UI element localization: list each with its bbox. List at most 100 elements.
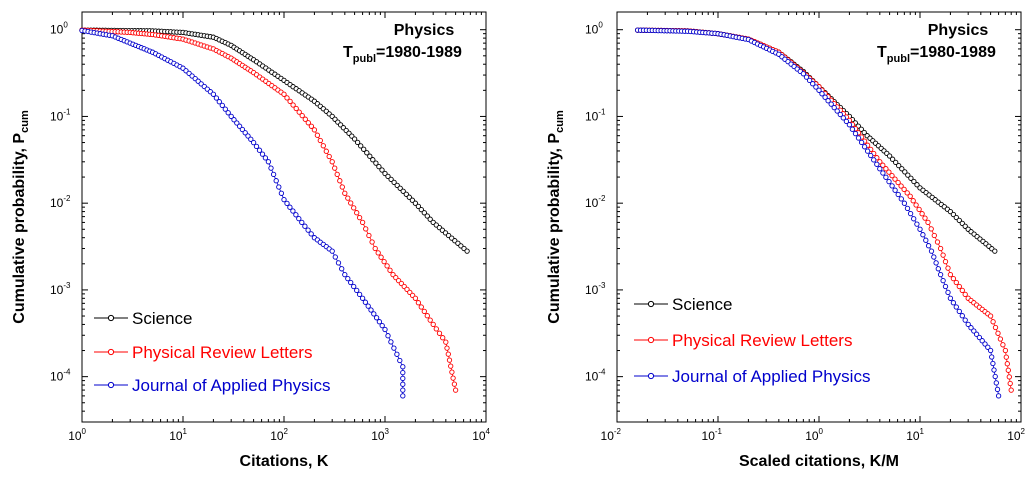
data-point [925, 219, 931, 226]
legend-marker [107, 348, 115, 356]
x-tick-labels: 100 101 102 103 104 [68, 427, 490, 443]
data-point [219, 102, 225, 109]
data-point [287, 204, 293, 210]
x-axis-title: Scaled citations, K/M [739, 453, 899, 470]
data-point [877, 166, 883, 172]
x-tick-label: 100 [805, 427, 823, 443]
data-point [822, 94, 828, 100]
data-point [400, 393, 406, 399]
data-point [893, 159, 899, 166]
data-point [871, 157, 877, 163]
data-point [373, 160, 379, 166]
data-point [971, 328, 977, 334]
data-point [308, 123, 315, 129]
data-point [895, 179, 901, 186]
legend-label: Physical Review Letters [132, 343, 312, 362]
data-point [296, 215, 302, 222]
data-point [400, 375, 406, 382]
data-point [388, 176, 394, 183]
data-point [351, 283, 357, 290]
data-point [995, 330, 1001, 336]
data-point [348, 200, 354, 206]
x-tick-label: 102 [270, 427, 288, 443]
annotation-title: Physics [928, 22, 989, 39]
data-point [418, 206, 424, 213]
x-tick-labels: 10-2 10-1 100 101 102 [601, 427, 1026, 443]
data-point [265, 159, 272, 165]
data-point [308, 231, 314, 237]
legend-label: Science [672, 295, 732, 314]
data-point [449, 369, 455, 375]
data-point [356, 214, 363, 221]
data-point [914, 221, 920, 227]
data-point [840, 115, 846, 121]
data-point [889, 156, 896, 162]
data-point [846, 122, 853, 128]
data-point [388, 339, 394, 345]
data-point [256, 147, 263, 153]
data-point [234, 120, 240, 126]
data-point [889, 183, 895, 189]
data-point [284, 95, 290, 101]
data-point [270, 171, 277, 178]
data-point [418, 304, 424, 310]
data-point [992, 373, 998, 380]
data-point [348, 279, 354, 286]
data-point [427, 216, 433, 222]
data-point [412, 200, 419, 206]
data-point [236, 123, 243, 129]
data-point [415, 300, 422, 306]
data-point [358, 143, 364, 149]
data-point [979, 338, 985, 344]
data-point [231, 117, 237, 123]
data-point [299, 219, 305, 226]
data-point [351, 205, 357, 211]
data-point [852, 130, 859, 137]
series-line [637, 29, 996, 252]
x-axis-title: Citations, K [240, 453, 329, 470]
data-point [880, 162, 886, 168]
data-point [379, 167, 385, 173]
data-point [332, 254, 338, 260]
data-point [317, 137, 323, 144]
data-point [868, 152, 874, 159]
data-point [354, 287, 360, 294]
data-point [819, 91, 825, 97]
data-point [837, 111, 843, 118]
data-point [861, 129, 867, 136]
y-axis-title: Cumulative probability, Pcum [546, 110, 566, 324]
data-point [989, 354, 995, 360]
data-point [253, 143, 260, 150]
data-point [397, 185, 403, 191]
data-point [391, 345, 397, 351]
data-point [400, 364, 406, 370]
data-point [359, 219, 366, 226]
data-point [248, 136, 254, 142]
data-point [259, 151, 266, 157]
x-tick-label: 10-2 [601, 427, 622, 443]
data-point [245, 133, 251, 139]
data-point [806, 77, 813, 84]
data-point [992, 324, 999, 331]
data-point [216, 99, 222, 105]
data-point [858, 139, 865, 146]
data-point [262, 155, 269, 161]
data-point [356, 291, 363, 298]
data-point [323, 148, 329, 154]
data-point [397, 357, 403, 364]
legend-label: Journal of Applied Physics [672, 367, 870, 386]
data-point [883, 174, 889, 180]
data-point [922, 215, 928, 221]
data-point [973, 331, 980, 337]
data-point [406, 194, 412, 200]
data-point [372, 245, 378, 252]
data-point [384, 263, 390, 269]
data-point [908, 175, 914, 181]
y-tick-labels: 100 10-1 10-2 10-3 10-4 [50, 21, 71, 384]
data-point [1008, 387, 1014, 393]
data-point [430, 321, 436, 328]
data-point [385, 173, 391, 180]
data-point [239, 126, 246, 133]
data-point [445, 351, 451, 357]
